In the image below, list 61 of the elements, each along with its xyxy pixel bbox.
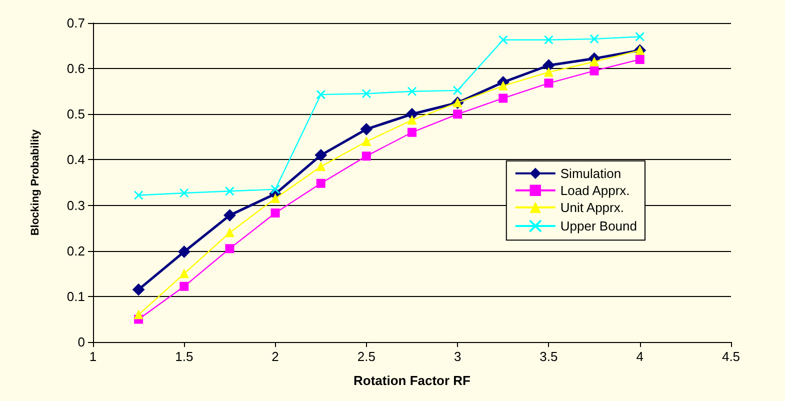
point [498, 81, 508, 90]
point [224, 186, 234, 196]
point [316, 162, 326, 172]
point [635, 32, 645, 42]
x-tick-label: 3.5 [540, 349, 558, 364]
x-tick-label: 4.5 [722, 349, 740, 364]
point [408, 128, 416, 137]
point [314, 149, 327, 162]
point [544, 68, 554, 77]
point [178, 246, 190, 258]
point [362, 88, 372, 98]
point [590, 66, 599, 76]
point [270, 194, 280, 203]
y-tick-label: 0.6 [66, 61, 85, 76]
x-tick-label: 2.5 [357, 349, 376, 364]
y-tick-label: 0.3 [66, 198, 85, 213]
y-tick-label: 0.7 [66, 16, 85, 30]
point [132, 284, 145, 296]
y-tick-label: 0.2 [66, 243, 85, 258]
point [498, 35, 508, 45]
point [407, 86, 417, 96]
point [408, 116, 416, 125]
legend-label: Load Apprx. [560, 182, 630, 198]
point [224, 209, 236, 222]
legend-label: Upper Bound [560, 218, 638, 234]
point [180, 282, 189, 291]
point [134, 310, 144, 320]
x-tick-label: 2 [272, 349, 279, 364]
point [179, 188, 189, 198]
y-tick-label: 0 [78, 334, 85, 350]
point [452, 86, 462, 96]
x-tick-label: 4 [636, 349, 644, 364]
point [316, 178, 326, 188]
x-axis-title: Rotation Factor RF [354, 373, 471, 388]
point [180, 269, 189, 278]
point [542, 59, 555, 72]
point [360, 123, 372, 136]
point [225, 228, 234, 238]
point [270, 184, 280, 194]
y-tick-label: 0.1 [66, 288, 85, 304]
legend-label: Unit Apprx. [560, 200, 624, 215]
point [362, 136, 371, 146]
point [134, 190, 144, 200]
legend-label: Simulation [560, 166, 622, 181]
point [270, 208, 280, 218]
x-tick-label: 1.5 [175, 349, 194, 364]
point [362, 152, 371, 161]
y-axis-title: Blocking Probability [30, 128, 42, 236]
point [590, 57, 599, 66]
point [316, 90, 326, 100]
point [635, 54, 644, 64]
point [498, 94, 508, 103]
y-tick-label: 0.5 [66, 106, 85, 122]
point [225, 244, 234, 254]
x-tick-label: 3 [454, 349, 462, 364]
y-tick-label: 0.4 [66, 152, 85, 168]
point [453, 110, 462, 119]
point [544, 78, 554, 88]
x-tick-label: 1 [89, 349, 97, 364]
point [544, 35, 554, 45]
point [590, 34, 600, 44]
